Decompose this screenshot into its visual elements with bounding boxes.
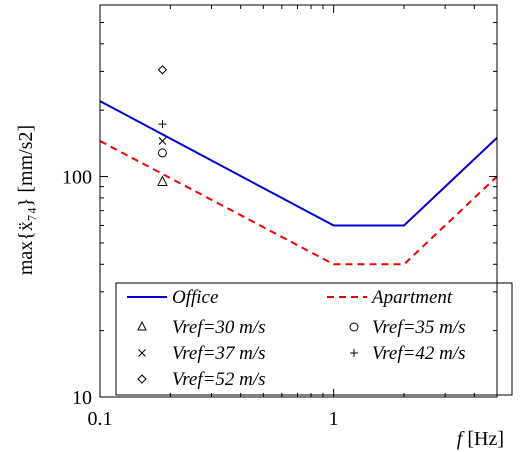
series-office-line [100,100,497,227]
x-tick-label: 0.1 [88,408,113,430]
legend-plus-marker [350,349,358,357]
y-tick-label: 100 [62,167,92,189]
y-tick-label: 10 [72,387,92,409]
data-point-vref-42-m-s [158,120,167,129]
x-axis-label: f [Hz] [457,428,504,450]
legend-vref42-label: Vref=42 m/s [372,343,466,364]
data-point-vref-37-m-s [158,137,167,145]
legend-triangle-marker [137,320,147,331]
legend-vref52-label: Vref=52 m/s [172,369,266,390]
data-point-vref-35-m-s [157,148,167,158]
data-point-vref-30-m-s [157,175,168,186]
legend-vref35-label: Vref=35 m/s [372,317,466,338]
legend-diamond-marker [137,374,147,384]
legend-office-label: Office [172,287,218,308]
data-point-vref-52-m-s [157,65,168,75]
axes: 0.1 1 10 100 f [Hz] max{ẍ₇₄} [mm/s2] [15,4,504,450]
legend-apartment-label: Apartment [370,287,453,308]
legend-vref30-label: Vref=30 m/s [172,317,266,338]
legend-circle-marker [349,322,359,332]
y-axis-label: max{ẍ₇₄} [mm/s2] [15,125,37,275]
legend-box [115,282,513,396]
legend: Office Apartment Vref=30 m/s Vref=35 m/s… [115,282,513,396]
legend-x-marker [138,349,146,357]
x-tick-label: 1 [329,408,339,430]
plot-frame [99,4,498,398]
series-apartment-line [100,140,497,266]
plot-area [100,65,497,266]
legend-vref37-label: Vref=37 m/s [172,343,266,364]
